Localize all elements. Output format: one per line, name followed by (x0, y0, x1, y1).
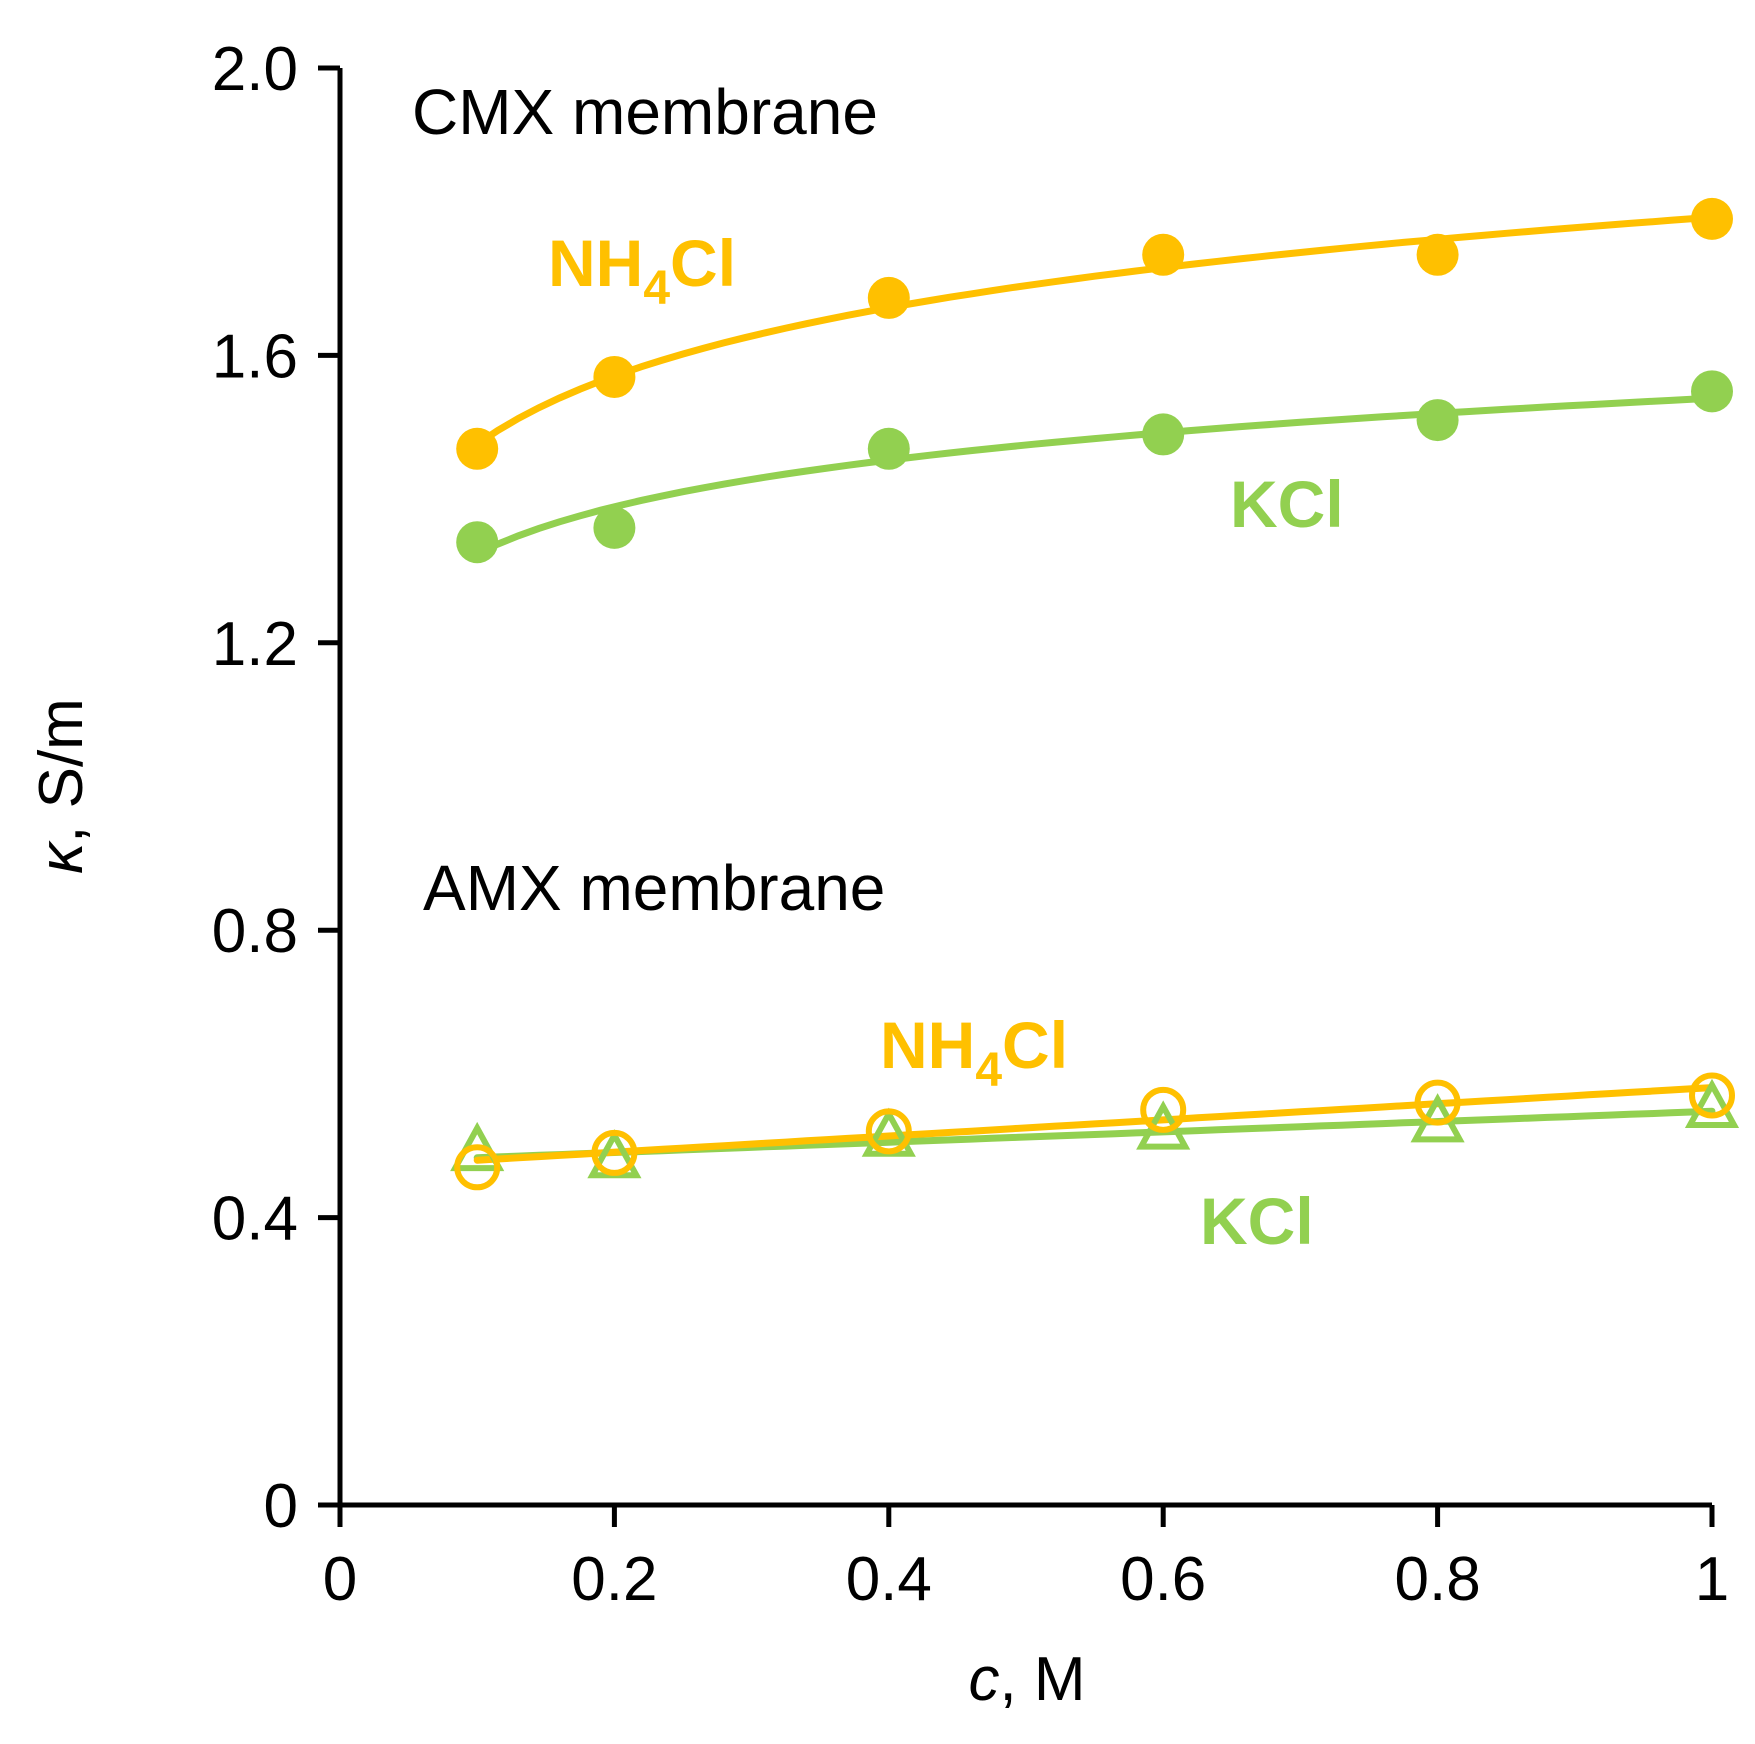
point-cmx-kcl (1416, 399, 1459, 442)
x-tick-label: 0.8 (1394, 1545, 1480, 1614)
y-axis-var: κ (27, 840, 96, 874)
amx-nh4cl-label-rest: Cl (1002, 1008, 1068, 1082)
amx-nh4cl-label: NH4Cl (880, 1008, 1068, 1097)
y-tick-label: 0 (264, 1472, 298, 1541)
x-tick-label: 0 (323, 1545, 357, 1614)
fit-line-amx-nh4cl (473, 1084, 1716, 1164)
fit-line-cmx-kcl (473, 394, 1716, 557)
point-amx-nh4cl (865, 1108, 912, 1155)
y-tick-label: 1.2 (212, 610, 298, 679)
amx-membrane-title: AMX membrane (423, 852, 885, 924)
amx-kcl-label: KCl (1200, 1184, 1314, 1258)
point-amx-nh4cl (1414, 1079, 1461, 1126)
y-tick-label: 1.6 (212, 322, 298, 391)
y-tick-label: 2.0 (212, 35, 298, 104)
point-cmx-kcl (1142, 413, 1185, 456)
y-tick-label: 0.8 (212, 897, 298, 966)
cmx-kcl-label: KCl (1230, 467, 1344, 541)
point-amx-nh4cl (591, 1129, 638, 1176)
cmx-membrane-title: CMX membrane (412, 76, 878, 148)
x-tick-label: 1 (1695, 1545, 1729, 1614)
point-cmx-nh4cl (1416, 233, 1459, 276)
point-amx-nh4cl (1689, 1072, 1735, 1119)
amx-nh4cl-label-sub: 4 (975, 1044, 1002, 1097)
x-axis-title: c, M (968, 1645, 1085, 1714)
x-tick-label: 0.4 (846, 1545, 932, 1614)
fit-line-cmx-nh4cl (473, 213, 1716, 448)
x-axis-unit: , M (999, 1645, 1085, 1714)
x-tick-label: 0.2 (571, 1545, 657, 1614)
y-axis-title: κ, S/m (27, 698, 96, 874)
point-amx-kcl (1684, 1078, 1740, 1128)
point-cmx-nh4cl (867, 276, 910, 319)
point-cmx-nh4cl (456, 427, 499, 470)
point-amx-nh4cl (1140, 1086, 1187, 1133)
cmx-nh4cl-label: NH4Cl (548, 226, 736, 315)
y-axis-unit: , S/m (27, 698, 96, 843)
point-cmx-nh4cl (1691, 197, 1733, 240)
x-tick-label: 0.6 (1120, 1545, 1206, 1614)
y-tick-label: 0.4 (212, 1185, 298, 1254)
cmx-nh4cl-label-rest: Cl (670, 226, 736, 300)
point-cmx-kcl (456, 521, 499, 564)
cmx-nh4cl-label-main: NH (548, 226, 643, 300)
point-cmx-nh4cl (1142, 233, 1185, 276)
point-cmx-kcl (1691, 370, 1733, 413)
x-axis-var: c (968, 1645, 999, 1714)
point-amx-nh4cl (454, 1144, 501, 1191)
point-cmx-kcl (593, 506, 636, 549)
point-cmx-kcl (867, 427, 910, 470)
point-cmx-nh4cl (593, 355, 636, 398)
cmx-nh4cl-label-sub: 4 (643, 262, 670, 315)
amx-nh4cl-label-main: NH (880, 1008, 975, 1082)
